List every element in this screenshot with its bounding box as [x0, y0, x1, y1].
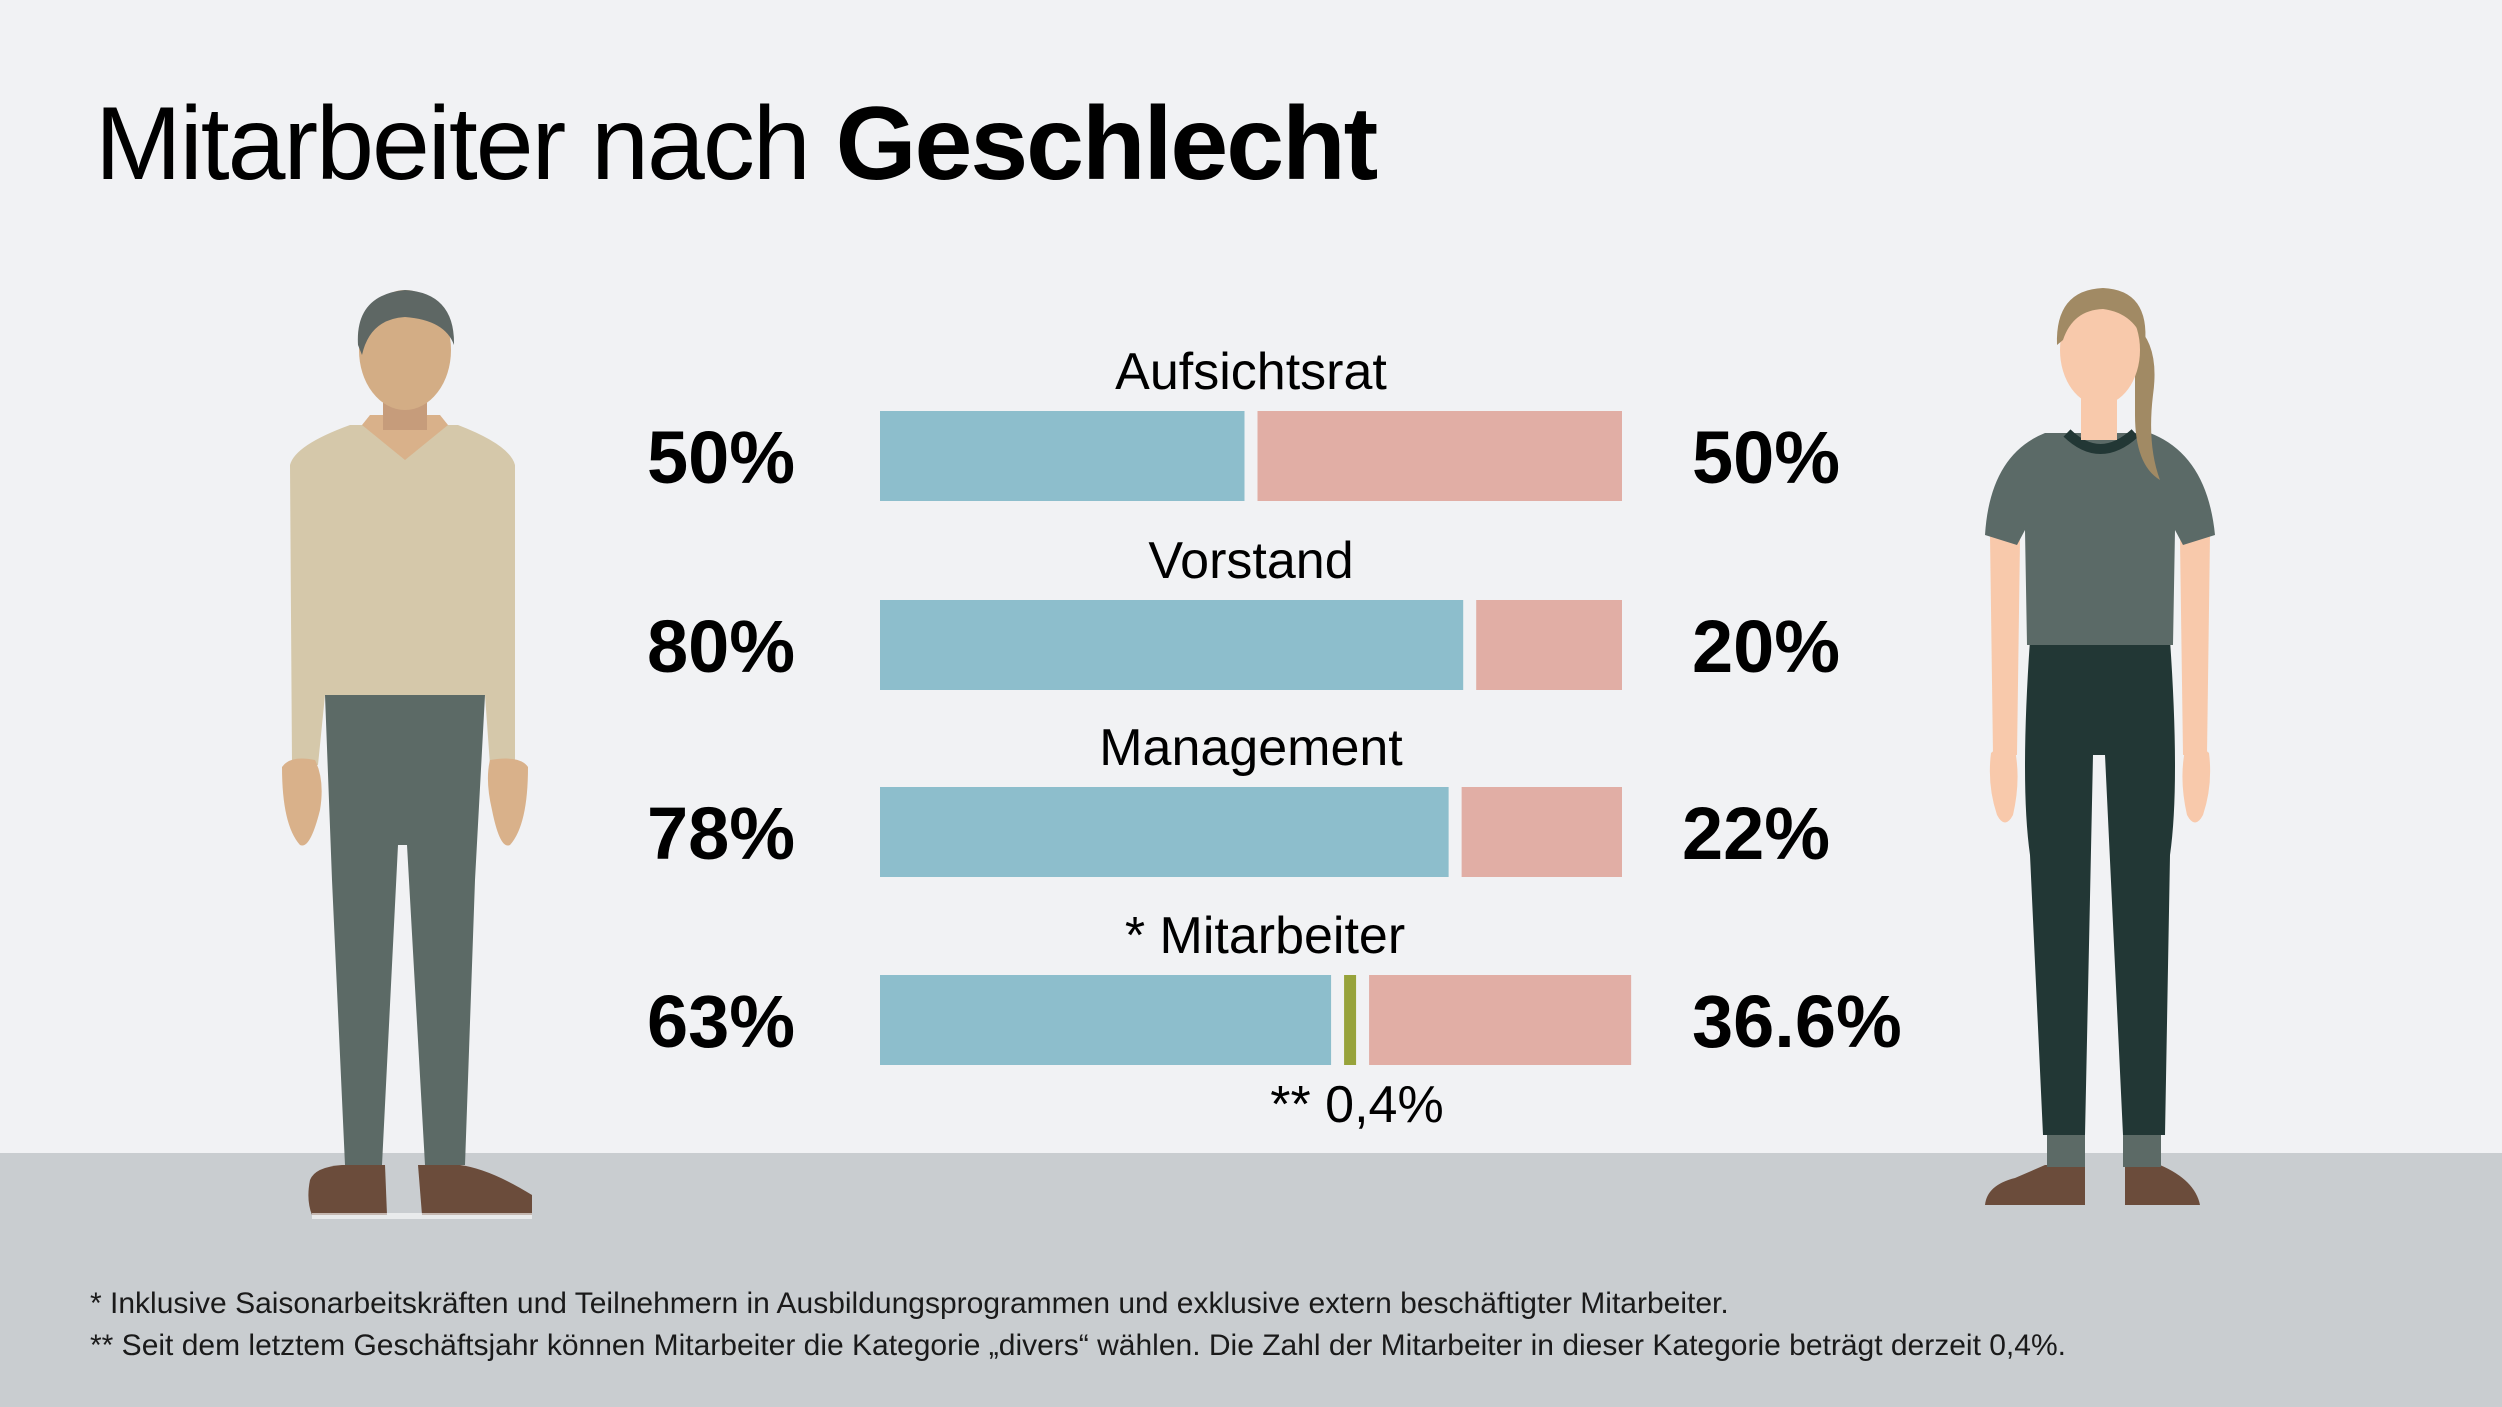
man-left-shoe: [308, 1165, 387, 1215]
bar-men-1: [880, 600, 1464, 690]
bar-men-2: [880, 787, 1449, 877]
men-value-label-3: 63%: [647, 980, 795, 1063]
woman-left-hand: [1989, 748, 2018, 823]
divers-annotation: ** 0,4%: [1270, 1076, 1443, 1134]
woman-figure: [1985, 288, 2215, 1205]
woman-right-shoe: [2125, 1165, 2200, 1205]
bar-women-3: [1369, 975, 1632, 1065]
woman-hair: [2056, 288, 2146, 345]
category-label-2: Management: [1099, 719, 1403, 777]
man-left-hand: [282, 758, 322, 846]
bar-men-3: [880, 975, 1332, 1065]
man-right-shoe: [418, 1165, 532, 1215]
man-hair: [357, 290, 455, 355]
category-label-0: Aufsichtsrat: [1115, 343, 1387, 401]
title-light: Mitarbeiter nach: [95, 86, 836, 202]
bar-women-1: [1476, 600, 1622, 690]
page-title: Mitarbeiter nach Geschlecht: [95, 85, 1379, 204]
women-value-label-1: 20%: [1692, 605, 1840, 688]
men-value-label-0: 50%: [647, 416, 795, 499]
man-shirt: [290, 425, 515, 765]
women-value-label-0: 50%: [1692, 416, 1840, 499]
man-figure: [282, 290, 532, 1219]
women-value-label-2: 22%: [1682, 792, 1830, 875]
category-label-1: Vorstand: [1148, 532, 1353, 590]
title-bold: Geschlecht: [835, 86, 1379, 202]
woman-shirt: [1985, 433, 2215, 645]
woman-left-shoe: [1985, 1165, 2085, 1205]
footnote-2: ** Seit dem letztem Geschäftsjahr können…: [90, 1329, 2066, 1362]
man-pants: [325, 695, 485, 1165]
men-value-label-1: 80%: [647, 605, 795, 688]
men-value-label-2: 78%: [647, 792, 795, 875]
footnote-1: * Inklusive Saisonarbeitskräften und Tei…: [90, 1287, 1729, 1320]
footnotes: * Inklusive Saisonarbeitskräften und Tei…: [90, 1283, 2066, 1367]
bar-women-0: [1257, 411, 1622, 501]
woman-head: [2060, 295, 2140, 405]
category-label-3: * Mitarbeiter: [1125, 907, 1405, 965]
bar-men-0: [880, 411, 1245, 501]
man-right-hand: [487, 758, 528, 846]
woman-right-hand: [2182, 748, 2211, 823]
woman-pants: [2025, 640, 2175, 1135]
bar-divers-3: [1344, 975, 1357, 1065]
women-value-label-3: 36.6%: [1692, 980, 1902, 1063]
bar-women-2: [1461, 787, 1622, 877]
